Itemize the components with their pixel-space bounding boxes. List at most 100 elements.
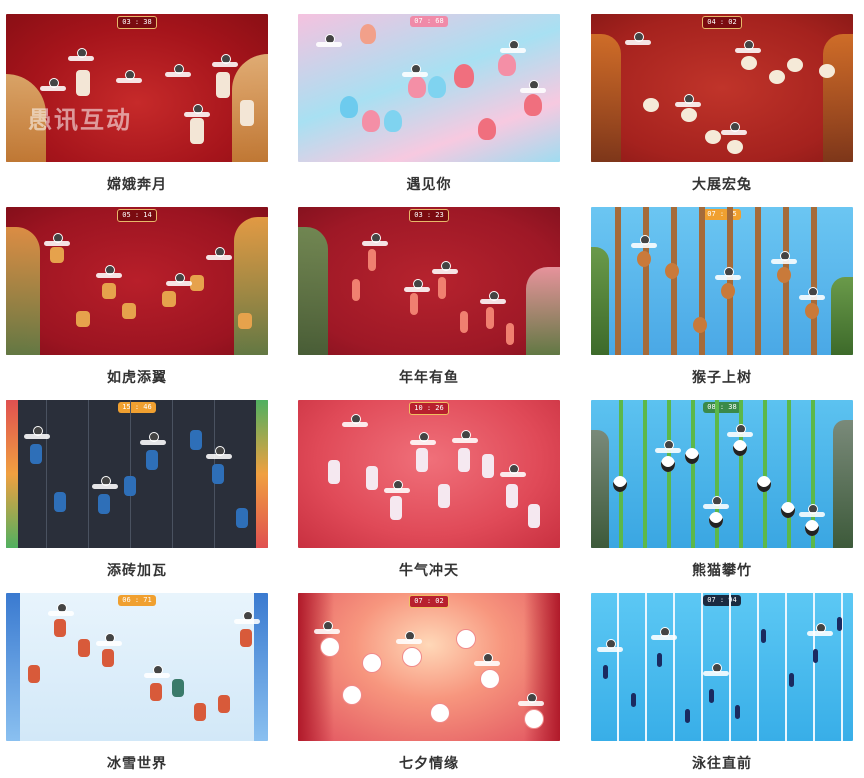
rocket-sprite xyxy=(482,454,494,478)
rocket-sprite xyxy=(506,484,518,508)
game-thumbnail[interactable]: 03 : 38 愚讯互动 xyxy=(6,14,268,162)
panda-sprite xyxy=(709,512,723,528)
game-card-qixi[interactable]: 07 : 02 七夕情缘 xyxy=(298,593,560,771)
game-title[interactable]: 熊猫攀竹 xyxy=(692,562,752,578)
rocket-sprite xyxy=(438,484,450,508)
balloon-sprite xyxy=(498,54,516,76)
game-thumbnail[interactable]: 07 : 94 xyxy=(591,593,853,741)
tree-trunk xyxy=(811,207,817,355)
player-avatar xyxy=(703,496,729,510)
game-title[interactable]: 冰雪世界 xyxy=(107,755,167,771)
bamboo-stalk xyxy=(811,400,815,548)
game-card-fish[interactable]: 03 : 23 年年有鱼 xyxy=(298,207,560,385)
player-avatar xyxy=(206,247,232,261)
game-card-change[interactable]: 03 : 38 愚讯互动 嫦娥奔月 xyxy=(6,14,268,192)
player-avatar xyxy=(116,70,142,84)
game-thumbnail[interactable]: 15 : 46 xyxy=(6,400,268,548)
swimmer-sprite xyxy=(837,617,842,631)
panda-sprite xyxy=(685,448,699,464)
player-avatar xyxy=(234,611,260,625)
game-thumbnail[interactable]: 04 : 02 xyxy=(591,14,853,162)
game-timer: 07 : 94 xyxy=(703,595,741,606)
panda-sprite xyxy=(781,502,795,518)
game-timer: 08 : 38 xyxy=(703,402,741,413)
player-avatar xyxy=(184,104,210,118)
blossom-decoration xyxy=(298,593,334,741)
sled-sprite xyxy=(28,665,40,683)
monkey-sprite xyxy=(637,251,651,267)
player-avatar xyxy=(410,432,436,446)
balloon-sprite xyxy=(340,96,358,118)
balloon-sprite xyxy=(360,24,376,44)
tiger-sprite xyxy=(122,303,136,319)
swimmer-sprite xyxy=(603,665,608,679)
game-title[interactable]: 牛气冲天 xyxy=(399,562,459,578)
game-card-brick[interactable]: 15 : 46 添砖加瓦 xyxy=(6,400,268,578)
player-avatar xyxy=(342,414,368,428)
balloon-sprite xyxy=(524,94,542,116)
game-title[interactable]: 七夕情缘 xyxy=(399,755,459,771)
bush-decoration xyxy=(591,247,609,355)
tree-trunk xyxy=(755,207,761,355)
koi-sprite xyxy=(410,293,418,315)
game-thumbnail[interactable]: 07 : 45 xyxy=(591,207,853,355)
game-title[interactable]: 遇见你 xyxy=(406,176,452,192)
game-card-meet-you[interactable]: 07 : 68 遇见你 xyxy=(298,14,560,192)
plant-decoration xyxy=(234,217,268,355)
player-avatar xyxy=(166,273,192,287)
koi-sprite xyxy=(506,323,514,345)
game-thumbnail[interactable]: 05 : 14 xyxy=(6,207,268,355)
bamboo-stalk xyxy=(715,400,719,548)
game-card-snow[interactable]: 06 : 71 冰雪世界 xyxy=(6,593,268,771)
tree-trunk xyxy=(615,207,621,355)
game-thumbnail[interactable]: 08 : 38 xyxy=(591,400,853,548)
game-card-swim[interactable]: 07 : 94 泳往直前 xyxy=(591,593,853,771)
player-avatar xyxy=(68,48,94,62)
fairy-sprite xyxy=(76,70,90,96)
game-title[interactable]: 添砖加瓦 xyxy=(107,562,167,578)
game-thumbnail[interactable]: 07 : 02 xyxy=(298,593,560,741)
game-card-rabbit[interactable]: 04 : 02 大展宏兔 xyxy=(591,14,853,192)
player-avatar xyxy=(396,631,422,645)
balloon-sprite xyxy=(362,110,380,132)
player-avatar xyxy=(96,265,122,279)
tiger-sprite xyxy=(162,291,176,307)
game-title[interactable]: 猴子上树 xyxy=(692,369,752,385)
game-card-ox[interactable]: 10 : 26 牛气冲天 xyxy=(298,400,560,578)
game-card-tiger[interactable]: 05 : 14 如虎添翼 xyxy=(6,207,268,385)
swimmer-sprite xyxy=(631,693,636,707)
rocket-sprite xyxy=(328,460,340,484)
tree-trunk xyxy=(643,207,649,355)
game-title[interactable]: 嫦娥奔月 xyxy=(107,176,167,192)
game-timer: 07 : 45 xyxy=(703,209,741,220)
game-timer: 03 : 38 xyxy=(117,16,157,29)
pool-lane-line xyxy=(757,593,759,741)
couple-bubble xyxy=(320,637,340,657)
game-card-panda[interactable]: 08 : 38 熊猫攀竹 xyxy=(591,400,853,578)
game-timer: 03 : 23 xyxy=(409,209,449,222)
balloon-sprite xyxy=(428,76,446,98)
player-avatar xyxy=(96,633,122,647)
game-title[interactable]: 年年有鱼 xyxy=(399,369,459,385)
game-title[interactable]: 大展宏兔 xyxy=(692,176,752,192)
game-card-monkey[interactable]: 07 : 45 猴子上树 xyxy=(591,207,853,385)
game-thumbnail[interactable]: 07 : 68 xyxy=(298,14,560,162)
player-avatar xyxy=(518,693,544,707)
game-title[interactable]: 泳往直前 xyxy=(692,755,752,771)
worker-sprite xyxy=(98,494,110,514)
sled-sprite xyxy=(218,695,230,713)
worker-sprite xyxy=(30,444,42,464)
game-timer: 07 : 68 xyxy=(410,16,448,27)
game-thumbnail[interactable]: 06 : 71 xyxy=(6,593,268,741)
monkey-sprite xyxy=(805,303,819,319)
game-thumbnail[interactable]: 03 : 23 xyxy=(298,207,560,355)
sled-sprite xyxy=(54,619,66,637)
game-thumbnail[interactable]: 10 : 26 xyxy=(298,400,560,548)
game-title[interactable]: 如虎添翼 xyxy=(107,369,167,385)
rocket-sprite xyxy=(416,448,428,472)
player-avatar xyxy=(144,665,170,679)
panda-sprite xyxy=(613,476,627,492)
lotus-decoration xyxy=(526,267,560,355)
rabbit-sprite xyxy=(741,56,757,70)
